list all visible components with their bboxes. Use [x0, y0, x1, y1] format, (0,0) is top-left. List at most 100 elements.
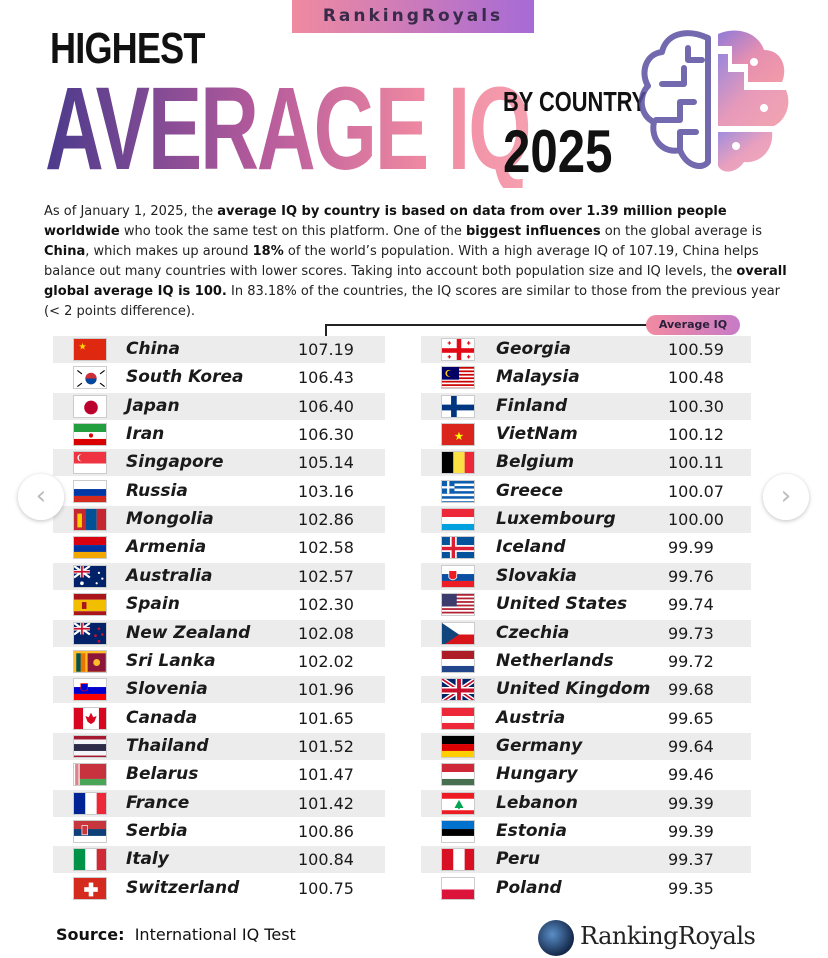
- iq-score: 100.12: [668, 425, 724, 445]
- intro-paragraph: As of January 1, 2025, the average IQ by…: [44, 204, 787, 319]
- table-row: Germany 99.64: [421, 732, 751, 760]
- brain-icon: [638, 30, 789, 172]
- sri-lanka-flag-icon: [73, 649, 107, 673]
- iq-score: 100.48: [668, 368, 724, 388]
- iq-score: 102.58: [298, 538, 354, 558]
- united-states-flag-icon: [441, 593, 475, 617]
- hungary-flag-icon: [441, 763, 475, 787]
- iq-score: 102.57: [298, 566, 354, 586]
- slovenia-flag-icon: [73, 678, 107, 702]
- table-row: Peru 99.37: [421, 846, 751, 874]
- country-name: Spain: [126, 594, 180, 615]
- svg-text:★: ★: [454, 429, 464, 443]
- table-row: Italy 100.84: [53, 846, 385, 874]
- table-row: Lebanon 99.39: [421, 789, 751, 817]
- ranking-royals-logo: [538, 920, 574, 956]
- source-line: Source: International IQ Test: [56, 925, 296, 944]
- france-flag-icon: [73, 791, 107, 815]
- netherlands-flag-icon: [441, 649, 475, 673]
- table-row: Japan 106.40: [53, 392, 385, 420]
- iq-score: 100.11: [668, 453, 724, 473]
- table-row: Belgium 100.11: [421, 449, 751, 477]
- country-name: Thailand: [126, 735, 209, 756]
- vietnam-flag-icon: ★: [441, 423, 475, 447]
- georgia-flag-icon: [441, 338, 475, 361]
- country-name: China: [126, 339, 180, 359]
- poland-flag-icon: [441, 876, 475, 900]
- iq-score: 101.52: [298, 736, 354, 756]
- iq-score: 100.59: [668, 340, 724, 359]
- title-by-country: BY COUNTRY: [503, 86, 647, 117]
- iq-score: 99.46: [668, 765, 714, 785]
- country-name: New Zealand: [126, 622, 251, 643]
- japan-flag-icon: [73, 394, 107, 418]
- russia-flag-icon: [73, 479, 107, 503]
- iq-score: 99.72: [668, 651, 714, 671]
- country-name: South Korea: [126, 367, 244, 388]
- iq-score: 105.14: [298, 453, 354, 473]
- iq-score: 99.39: [668, 793, 714, 813]
- country-name: Slovakia: [496, 565, 577, 586]
- table-row: Malaysia 100.48: [421, 364, 751, 391]
- thailand-flag-icon: [73, 734, 107, 758]
- iq-score: 103.16: [298, 481, 354, 501]
- country-name: Greece: [496, 480, 564, 501]
- country-name: United States: [496, 594, 628, 615]
- iq-score: 100.00: [668, 510, 724, 530]
- country-name: Sri Lanka: [126, 650, 216, 671]
- country-name: Finland: [496, 395, 568, 416]
- country-name: Iceland: [496, 537, 566, 558]
- table-row: Luxembourg 100.00: [421, 506, 751, 534]
- table-row: Hungary 99.46: [421, 761, 751, 788]
- table-row: Serbia 100.86: [53, 818, 385, 845]
- table-row: Singapore 105.14: [53, 449, 385, 477]
- country-name: Iran: [126, 424, 165, 445]
- iq-score: 106.30: [298, 425, 354, 445]
- table-row: Georgia 100.59: [421, 336, 751, 363]
- iq-score: 99.99: [668, 538, 714, 558]
- brand-tag: RankingRoyals: [292, 0, 534, 33]
- chevron-left-icon[interactable]: ‹: [18, 474, 64, 520]
- country-name: Austria: [496, 707, 566, 728]
- malaysia-flag-icon: [441, 366, 475, 390]
- iq-score: 101.65: [298, 708, 354, 728]
- armenia-flag-icon: [73, 536, 107, 560]
- iq-score: 107.19: [298, 340, 354, 359]
- table-row: Switzerland 100.75: [53, 875, 385, 902]
- table-row: United Kingdom 99.68: [421, 676, 751, 704]
- iq-score: 101.42: [298, 793, 354, 813]
- country-name: Germany: [496, 735, 583, 756]
- iran-flag-icon: [73, 423, 107, 447]
- iq-score: 99.64: [668, 736, 714, 756]
- iq-score: 99.74: [668, 595, 714, 615]
- country-name: Lebanon: [496, 792, 578, 813]
- country-name: Malaysia: [496, 367, 580, 388]
- iq-score: 106.43: [298, 368, 354, 388]
- average-iq-label: Average IQ: [646, 315, 740, 335]
- table-row: Thailand 101.52: [53, 732, 385, 760]
- iq-score: 101.96: [298, 680, 354, 700]
- south-korea-flag-icon: [73, 366, 107, 390]
- chevron-right-icon[interactable]: ›: [763, 474, 809, 520]
- country-name: Russia: [126, 480, 188, 501]
- table-row: Iceland 99.99: [421, 534, 751, 561]
- table-row: ★ VietNam 100.12: [421, 421, 751, 448]
- country-name: Czechia: [496, 622, 570, 643]
- table-row: New Zealand 102.08: [53, 619, 385, 647]
- switzerland-flag-icon: [73, 876, 107, 900]
- country-name: Georgia: [496, 339, 572, 359]
- table-row: Mongolia 102.86: [53, 506, 385, 534]
- iq-score: 100.84: [298, 850, 354, 870]
- country-name: Poland: [496, 877, 562, 898]
- page-title: AVERAGE IQ: [45, 63, 532, 195]
- table-row: Austria 99.65: [421, 705, 751, 732]
- iq-score: 102.86: [298, 510, 354, 530]
- table-row: Australia 102.57: [53, 562, 385, 590]
- singapore-flag-icon: [73, 451, 107, 475]
- china-flag-icon: ★: [73, 338, 107, 361]
- table-row: Belarus 101.47: [53, 761, 385, 788]
- canada-flag-icon: [73, 706, 107, 730]
- iq-score: 100.86: [298, 821, 354, 841]
- table-row: ★ China 107.19: [53, 336, 385, 363]
- country-name: United Kingdom: [496, 679, 651, 700]
